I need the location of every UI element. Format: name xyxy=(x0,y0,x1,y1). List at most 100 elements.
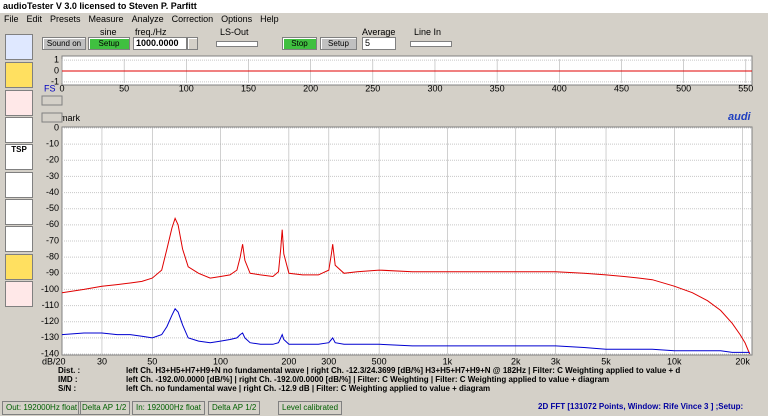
x-tick-label: 400 xyxy=(552,83,567,93)
line-series xyxy=(61,307,750,353)
menu-item[interactable]: Analyze xyxy=(131,14,164,24)
x-tick-label: 50 xyxy=(119,83,129,93)
icon[interactable] xyxy=(5,199,33,225)
y-tick-label: -70 xyxy=(46,235,59,245)
y-tick-label: -60 xyxy=(46,219,59,229)
fs-label: FS xyxy=(44,83,56,93)
x-tick-label: 250 xyxy=(365,83,380,93)
y-tick-label: 0 xyxy=(54,122,59,132)
menu-item[interactable]: Measure xyxy=(88,14,124,24)
x-tick-label: 50 xyxy=(147,356,157,366)
icon[interactable] xyxy=(5,254,33,280)
y-tick-label: 1 xyxy=(54,54,59,64)
y-tick-label: -120 xyxy=(41,316,59,326)
status-field: Level calibrated xyxy=(278,401,343,415)
x-tick-label: 500 xyxy=(676,83,691,93)
title-bar: audioTester V 3.0 licensed to Steven P. … xyxy=(0,0,768,13)
y-tick-label: -140 xyxy=(41,348,59,358)
label: LS-Out xyxy=(220,27,249,37)
plots: FS dB/20 10-10 50 100 150 200 250 300 350 400 450… xyxy=(41,54,753,366)
x-tick-label: 10k xyxy=(667,356,682,366)
status-field: In: 192000Hz float xyxy=(132,401,205,415)
info-row: Dist. : left Ch. H3+H5+H7+H9+N no fundame… xyxy=(58,366,768,375)
button[interactable]: Sound on xyxy=(42,37,86,50)
y-tick-label: -130 xyxy=(41,332,59,342)
x-tick-label: 350 xyxy=(490,83,505,93)
info-label: Dist. : xyxy=(58,366,81,375)
button[interactable]: Setup xyxy=(320,37,357,50)
slider[interactable] xyxy=(216,41,258,47)
status-field: Out: 192000Hz float xyxy=(2,401,82,415)
label: freq./Hz xyxy=(135,27,167,37)
corner-label: dB/20 xyxy=(42,356,66,366)
info-label: IMD : xyxy=(58,375,78,384)
x-tick-label: 150 xyxy=(241,83,256,93)
x-tick-label: 3k xyxy=(551,356,561,366)
y-tick-label: -100 xyxy=(41,284,59,294)
x-tick-label: 30 xyxy=(97,356,107,366)
brand: audi xyxy=(728,111,751,123)
icon[interactable] xyxy=(5,62,33,88)
icon[interactable] xyxy=(5,90,33,116)
info-text: left Ch. H3+H5+H7+H9+N no fundamental wa… xyxy=(126,366,681,375)
label: sine xyxy=(100,27,117,37)
info-text: left Ch. -192.0/0.0000 [dB/%] | right Ch… xyxy=(126,375,610,384)
y-tick-label: 0 xyxy=(54,65,59,75)
menu-item[interactable]: Correction xyxy=(171,14,214,24)
y-tick-label: -30 xyxy=(46,171,59,181)
freq-input[interactable]: 1000.0000 xyxy=(133,37,187,50)
info-panel: Dist. : left Ch. H3+H5+H7+H9+N no fundame… xyxy=(58,366,768,396)
x-tick-label: 1k xyxy=(443,356,453,366)
scroll-button[interactable] xyxy=(41,112,63,123)
remark-label: remark xyxy=(52,113,81,123)
x-tick-label: 200 xyxy=(281,356,296,366)
info-row: S/N : left Ch. no fundamental wave | righ… xyxy=(58,384,768,393)
button[interactable]: Stop xyxy=(282,37,317,50)
menu-item[interactable]: Presets xyxy=(50,14,81,24)
label: Average xyxy=(362,27,396,37)
x-tick-label: 2k xyxy=(511,356,521,366)
y-tick-label: -110 xyxy=(42,300,59,310)
icon[interactable] xyxy=(5,172,33,198)
y-tick-label: -90 xyxy=(46,268,59,278)
y-tick-label: -50 xyxy=(46,203,59,213)
x-tick-label: 100 xyxy=(213,356,228,366)
y-tick-label: -10 xyxy=(46,139,59,149)
y-tick-label: -1 xyxy=(51,76,59,86)
menu-item[interactable]: Edit xyxy=(26,14,43,24)
x-tick-label: 500 xyxy=(372,356,387,366)
x-tick-label: 450 xyxy=(614,83,629,93)
side-toolbar: TSP xyxy=(0,28,37,318)
x-tick-label: 20k xyxy=(735,356,750,366)
y-tick-label: -80 xyxy=(46,252,59,262)
info-label: S/N : xyxy=(58,384,77,393)
icon[interactable] xyxy=(5,226,33,252)
x-tick-label: 300 xyxy=(321,356,336,366)
spinner[interactable] xyxy=(187,37,198,50)
icon-tsp[interactable]: TSP xyxy=(5,144,33,170)
icon[interactable] xyxy=(5,34,33,60)
slider[interactable] xyxy=(410,41,452,47)
line-series xyxy=(61,217,751,355)
average-input[interactable]: 5 xyxy=(362,37,396,50)
x-tick-label: 100 xyxy=(179,83,194,93)
x-tick-label: 200 xyxy=(303,83,318,93)
info-row: IMD : left Ch. -192.0/0.0000 [dB/%] | rig… xyxy=(58,375,768,384)
info-text: left Ch. no fundamental wave | right Ch.… xyxy=(126,384,491,393)
status-field: Delta AP 1/2 xyxy=(208,401,261,415)
icon[interactable] xyxy=(5,281,33,307)
icon[interactable] xyxy=(5,117,33,143)
scroll-button[interactable] xyxy=(41,95,63,106)
status-field: 2D FFT [131072 Points, Window: Rife Vinc… xyxy=(538,402,744,411)
status-field: Delta AP 1/2 xyxy=(78,401,131,415)
label: Line In xyxy=(414,27,442,37)
menu-item[interactable]: Help xyxy=(260,14,279,24)
x-tick-label: 300 xyxy=(427,83,442,93)
menu-item[interactable]: Options xyxy=(221,14,253,24)
y-tick-label: -40 xyxy=(46,187,59,197)
menu-item[interactable]: File xyxy=(4,14,19,24)
window-title: audioTester V 3.0 licensed to Steven P. … xyxy=(3,1,197,11)
button[interactable]: Setup xyxy=(88,37,130,50)
menu-bar: File Edit Presets Measure Analyze Correction O… xyxy=(0,14,283,26)
x-tick-label: 0 xyxy=(59,83,64,93)
